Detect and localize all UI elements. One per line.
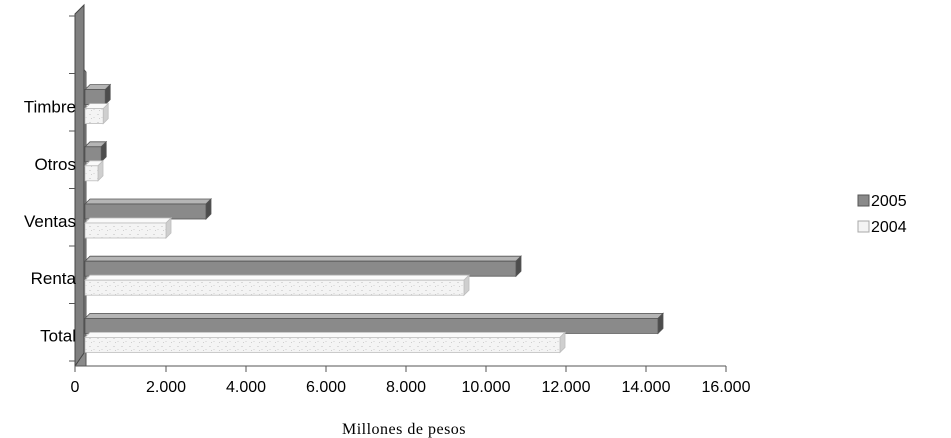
category-label: Renta xyxy=(31,269,77,288)
axes-group xyxy=(69,15,727,372)
x-tick-label: 6.000 xyxy=(306,379,346,396)
legend-swatch-2005 xyxy=(857,194,870,207)
x-tick-label: 12.000 xyxy=(542,379,591,396)
legend-swatch-2004 xyxy=(857,220,870,233)
category-label: Timbre xyxy=(24,98,76,117)
x-tick-label: 8.000 xyxy=(386,379,426,396)
legend-label-2004: 2004 xyxy=(871,219,907,236)
axis-wall xyxy=(74,3,85,368)
x-tick-label: 10.000 xyxy=(462,379,511,396)
bar-2005-timbre xyxy=(84,83,112,106)
category-label: Ventas xyxy=(24,212,76,231)
bars-group xyxy=(84,83,664,354)
bar-2005-otros xyxy=(84,140,108,163)
bar-2005-ventas xyxy=(84,198,212,220)
x-tick-label: 14.000 xyxy=(622,379,671,396)
x-tick-label: 16.000 xyxy=(702,379,751,396)
bar-2005-total xyxy=(84,312,664,335)
chart-back-wall xyxy=(74,3,87,368)
bar-2004-total xyxy=(84,331,566,354)
category-labels: Total Renta Ventas Otros Timbre xyxy=(24,98,77,346)
bar-2004-ventas xyxy=(84,217,172,239)
legend: 2005 2004 xyxy=(857,193,907,236)
bar-2004-otros xyxy=(84,159,104,182)
legend-label-2005: 2005 xyxy=(871,193,907,210)
category-label: Otros xyxy=(34,155,76,174)
bar-2004-renta xyxy=(84,274,470,297)
x-tick-label: 2.000 xyxy=(146,379,186,396)
bar-2004-timbre xyxy=(84,102,110,125)
bar-2005-renta xyxy=(84,255,522,278)
x-tick-labels: 0 2.000 4.000 6.000 8.000 10.000 12.000 14.000 1… xyxy=(71,379,751,396)
category-label: Total xyxy=(40,326,76,345)
x-tick-label: 0 xyxy=(71,379,80,396)
x-axis-title: Millones de pesos xyxy=(342,421,466,438)
x-tick-label: 4.000 xyxy=(226,379,266,396)
